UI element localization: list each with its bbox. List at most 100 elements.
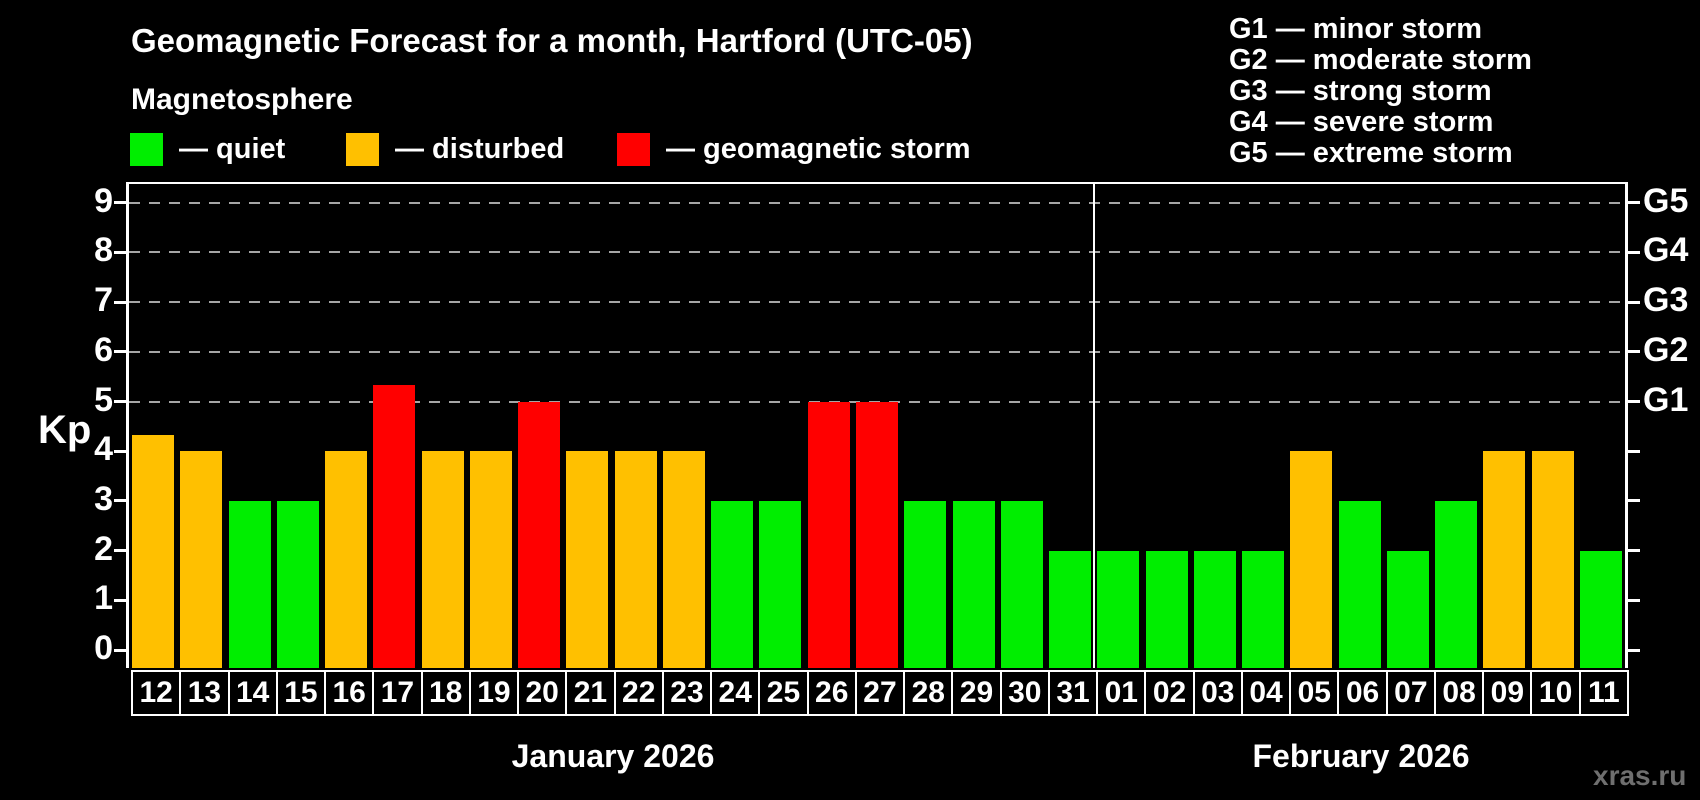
legend-item-quiet: — quiet: [130, 131, 285, 167]
g-axis-label-g1: G1: [1643, 380, 1689, 419]
y-tick-label-5: 5: [94, 380, 113, 419]
top-axis-line: [126, 182, 1628, 184]
gridline-kp-8: [129, 251, 1625, 254]
y-tick-label-0: 0: [94, 628, 113, 667]
state-legend: — quiet — disturbed — geomagnetic storm: [0, 131, 1100, 171]
month-label-january: January 2026: [511, 738, 715, 774]
y-tick-label-4: 4: [94, 430, 113, 469]
y-tick-label-9: 9: [94, 181, 113, 220]
right-tick-kp-2: [1626, 549, 1640, 553]
y-tick-label-2: 2: [94, 529, 113, 568]
g-legend-line-3: G3 — strong storm: [1229, 75, 1492, 107]
kp-bar-day-10: [1531, 451, 1574, 668]
legend-label-geomagnetic-storm: — geomagnetic storm: [666, 132, 971, 165]
g-legend-line-1: G1 — minor storm: [1229, 13, 1482, 45]
day-box-22: 22: [613, 670, 664, 716]
kp-bar-day-28: [904, 500, 947, 668]
day-box-04: 04: [1240, 670, 1292, 716]
right-tick-kp-3: [1626, 499, 1640, 503]
left-tick-kp-2: [114, 549, 128, 553]
y-tick-label-6: 6: [94, 330, 113, 369]
day-box-25: 25: [758, 670, 809, 716]
kp-bar-day-30: [1000, 500, 1043, 668]
g-axis-label-g5: G5: [1643, 181, 1689, 220]
y-tick-label-7: 7: [94, 281, 113, 320]
month-divider-line: [1093, 182, 1096, 668]
kp-bar-day-20: [518, 401, 561, 668]
left-tick-kp-6: [114, 350, 128, 354]
right-tick-kp-8: [1626, 250, 1640, 254]
day-box-21: 21: [565, 670, 616, 716]
left-tick-kp-3: [114, 499, 128, 503]
left-tick-kp-4: [114, 449, 128, 453]
g-axis-label-g2: G2: [1643, 330, 1689, 369]
day-box-12: 12: [131, 670, 182, 716]
page-title: Geomagnetic Forecast for a month, Hartfo…: [131, 22, 973, 59]
day-box-11: 11: [1578, 670, 1629, 716]
y-axis-title: Kp: [38, 408, 92, 452]
kp-bar-day-11: [1579, 550, 1622, 668]
left-tick-kp-7: [114, 300, 128, 304]
magnetosphere-subtitle: Magnetosphere: [131, 83, 353, 116]
geomagnetic-storm-color-swatch: [617, 132, 650, 166]
g-legend-line-5: G5 — extreme storm: [1229, 137, 1513, 169]
kp-bar-day-24: [711, 500, 754, 668]
day-box-07: 07: [1385, 670, 1436, 716]
right-axis-line: [1625, 182, 1628, 668]
day-box-10: 10: [1530, 670, 1581, 716]
g-axis-label-g4: G4: [1643, 231, 1689, 270]
day-box-08: 08: [1433, 670, 1485, 716]
kp-bar-day-18: [421, 451, 464, 668]
y-tick-label-1: 1: [94, 579, 113, 618]
day-box-27: 27: [854, 670, 906, 716]
day-box-06: 06: [1337, 670, 1388, 716]
legend-label-quiet: — quiet: [179, 132, 286, 165]
kp-bar-day-02: [1145, 550, 1188, 668]
day-box-17: 17: [372, 670, 423, 716]
kp-bar-day-05: [1290, 451, 1333, 668]
kp-bar-day-12: [132, 434, 175, 668]
day-box-14: 14: [227, 670, 278, 716]
kp-bar-day-03: [1193, 550, 1236, 668]
y-tick-label-3: 3: [94, 479, 113, 518]
disturbed-color-swatch: [346, 132, 379, 166]
kp-bar-day-22: [614, 451, 657, 668]
kp-bar-day-25: [759, 500, 802, 668]
day-box-15: 15: [275, 670, 327, 716]
right-tick-kp-7: [1626, 300, 1640, 304]
kp-bar-day-21: [566, 451, 609, 668]
kp-bar-day-08: [1435, 500, 1478, 668]
legend-item-geomagnetic-storm: — geomagnetic storm: [617, 131, 971, 167]
day-box-03: 03: [1192, 670, 1243, 716]
day-label-row: 12 13 14 15 16 17 18 19 20 21 22 23 24 25 26 27 28 29 30 31…: [0, 670, 1700, 716]
g-legend-line-2: G2 — moderate storm: [1229, 44, 1532, 76]
kp-bar-day-16: [325, 451, 368, 668]
month-label-february: February 2026: [1252, 738, 1470, 774]
day-box-16: 16: [324, 670, 375, 716]
kp-bar-day-29: [952, 500, 995, 668]
day-box-24: 24: [710, 670, 761, 716]
left-axis-line: [126, 182, 129, 668]
quiet-color-swatch: [130, 132, 163, 166]
day-box-23: 23: [661, 670, 713, 716]
kp-bar-day-31: [1049, 550, 1092, 668]
kp-bar-day-23: [662, 451, 705, 668]
day-box-29: 29: [951, 670, 1002, 716]
left-tick-kp-1: [114, 598, 128, 602]
day-box-02: 02: [1144, 670, 1195, 716]
legend-item-disturbed: — disturbed: [346, 131, 564, 167]
kp-bar-day-01: [1097, 550, 1140, 668]
right-tick-kp-0: [1626, 648, 1640, 652]
gridline-kp-7: [129, 301, 1625, 304]
day-box-20: 20: [517, 670, 568, 716]
gridline-kp-6: [129, 350, 1625, 353]
day-box-28: 28: [903, 670, 954, 716]
g-scale-legend: G1 — minor storm G2 — moderate storm G3 — …: [1229, 14, 1532, 169]
left-tick-kp-0: [114, 648, 128, 652]
kp-bar-day-09: [1483, 451, 1526, 668]
kp-bar-day-26: [807, 401, 850, 668]
day-box-05: 05: [1289, 670, 1340, 716]
gridline-kp-9: [129, 201, 1625, 204]
right-tick-kp-4: [1626, 449, 1640, 453]
left-tick-kp-8: [114, 250, 128, 254]
